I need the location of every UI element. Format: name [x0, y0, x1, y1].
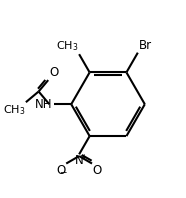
Text: O: O: [56, 164, 66, 177]
Text: Br: Br: [139, 39, 152, 52]
Text: −: −: [59, 167, 66, 176]
Text: N: N: [75, 154, 84, 167]
Text: O: O: [49, 66, 58, 79]
Text: +: +: [80, 153, 86, 162]
Text: O: O: [93, 164, 102, 177]
Text: CH$_3$: CH$_3$: [3, 103, 25, 117]
Text: CH$_3$: CH$_3$: [56, 40, 78, 53]
Text: NH: NH: [35, 98, 53, 111]
